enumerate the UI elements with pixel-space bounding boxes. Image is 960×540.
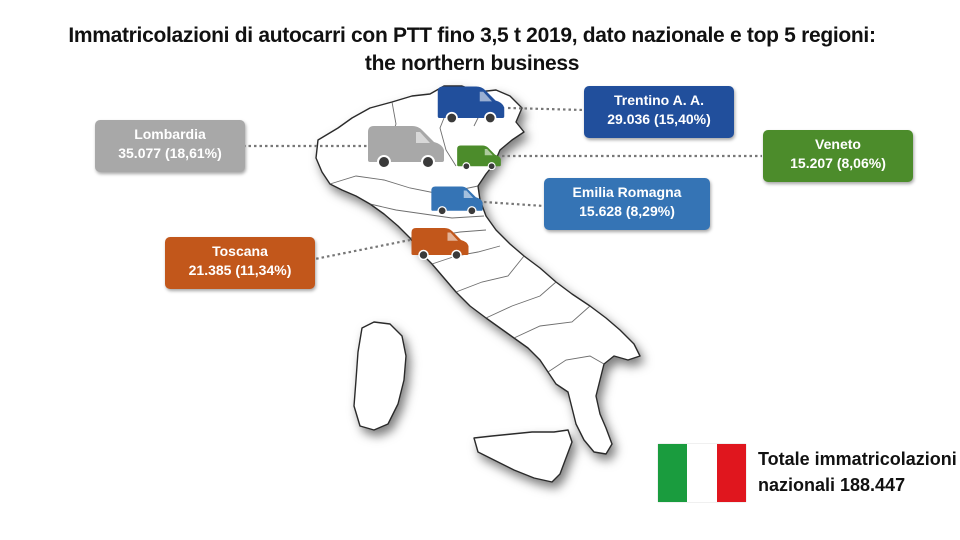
italy-map bbox=[315, 85, 641, 483]
callout-emilia-romagna: Emilia Romagna 15.628 (8,29%) bbox=[544, 178, 710, 230]
region-value: 21.385 (11,34%) bbox=[188, 262, 292, 278]
flag-white-stripe bbox=[687, 444, 717, 502]
national-total: Totale immatricolazioni nazionali 188.44… bbox=[758, 446, 958, 498]
region-name: Lombardia bbox=[134, 126, 206, 142]
callout-trentino: Trentino A. A. 29.036 (15,40%) bbox=[584, 86, 734, 138]
region-value: 35.077 (18,61%) bbox=[118, 145, 222, 161]
callout-toscana: Toscana 21.385 (11,34%) bbox=[165, 237, 315, 289]
callout-lombardia: Lombardia 35.077 (18,61%) bbox=[95, 120, 245, 172]
total-line-2: nazionali 188.447 bbox=[758, 475, 906, 495]
region-name: Veneto bbox=[815, 136, 861, 152]
italian-flag-icon bbox=[658, 444, 746, 502]
flag-red-stripe bbox=[716, 444, 746, 502]
region-name: Toscana bbox=[212, 243, 268, 259]
region-value: 15.628 (8,29%) bbox=[579, 203, 675, 219]
callout-veneto: Veneto 15.207 (8,06%) bbox=[763, 130, 913, 182]
flag-green-stripe bbox=[658, 444, 688, 502]
region-value: 15.207 (8,06%) bbox=[790, 155, 886, 171]
title-line-2: the northern business bbox=[364, 52, 580, 75]
leader-lines bbox=[232, 106, 762, 264]
region-value: 29.036 (15,40%) bbox=[607, 111, 711, 127]
total-line-1: Totale immatricolazioni bbox=[758, 449, 957, 469]
title-line-1: Immatricolazioni di autocarri con PTT fi… bbox=[68, 24, 876, 47]
region-name: Emilia Romagna bbox=[572, 184, 682, 200]
region-name: Trentino A. A. bbox=[614, 92, 704, 108]
chart-title: Immatricolazioni di autocarri con PTT fi… bbox=[0, 22, 944, 78]
